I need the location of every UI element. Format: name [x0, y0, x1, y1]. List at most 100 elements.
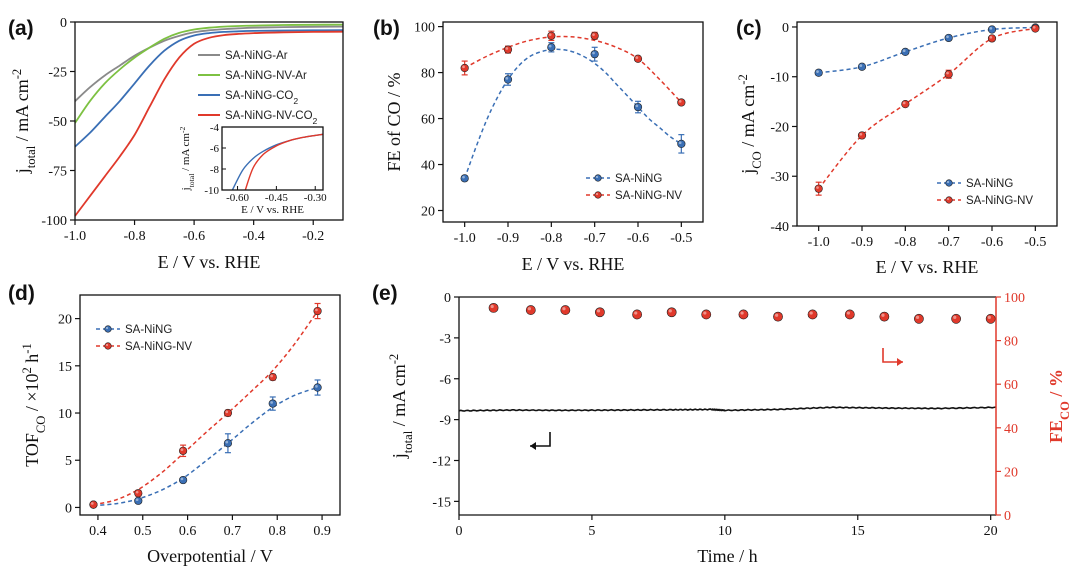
c-y-axis-title-part: CO	[750, 151, 764, 169]
fe-point-highlight	[809, 311, 813, 315]
left-axis-arrow-icon	[530, 432, 551, 447]
panel-b-label: (b)	[373, 17, 400, 40]
d-x-axis-title: Overpotential / V	[147, 546, 273, 566]
data-point-c-highlight	[902, 49, 906, 53]
fe-point-highlight	[596, 309, 601, 313]
fe-point	[594, 307, 605, 318]
e-y-tick-label: -3	[439, 332, 451, 347]
data-point-d	[134, 496, 143, 505]
d-y-axis-title-part: -1	[20, 343, 34, 354]
b-y-tick-label: 100	[414, 21, 435, 36]
data-point-d-highlight	[225, 440, 229, 444]
c-x-tick-label: -0.7	[938, 235, 960, 250]
fe-point-highlight	[490, 304, 494, 309]
a-y-tick-label: -50	[48, 115, 67, 130]
fe-point-highlight	[987, 315, 991, 320]
legend-label-a: SA-NiNG-Ar	[225, 50, 288, 62]
data-point-d-highlight	[270, 374, 273, 378]
a-y-axis-title: jtotal / mA cm-2	[10, 69, 38, 174]
data-point-c-highlight	[1032, 25, 1036, 29]
plot-frame-c	[796, 21, 1058, 227]
panel-d-label: (d)	[8, 282, 35, 305]
d-y-tick-label: 5	[65, 454, 72, 469]
data-point-b	[633, 102, 643, 112]
inset-y-tick-label: -10	[204, 185, 219, 197]
legend-label-c: SA-NiNG-NV	[966, 195, 1033, 207]
series-line-a-3	[74, 30, 344, 217]
current-trace	[458, 406, 997, 412]
fe-point	[701, 309, 712, 320]
data-point-b-highlight	[678, 141, 682, 145]
inset-y-axis-title-part: j	[180, 187, 192, 191]
fe-point	[488, 302, 499, 313]
fe-point-highlight	[527, 307, 532, 311]
e-y-tick-label: -15	[432, 495, 451, 510]
legend-marker-c-highlight	[946, 180, 950, 184]
b-x-tick-label: -0.5	[670, 231, 692, 246]
e-y2-tick-label: 60	[1004, 378, 1018, 393]
a-y-tick-label: -25	[48, 66, 67, 81]
c-y-tick-label: 0	[782, 21, 789, 36]
data-point-b	[633, 54, 643, 63]
legend-label-a-main: SA-NiNG-Ar	[225, 50, 288, 62]
inset-y-axis-title-part: total	[187, 174, 196, 188]
data-point-d-highlight	[270, 401, 273, 404]
b-y-tick-label: 20	[421, 205, 435, 220]
data-point-b	[460, 174, 469, 183]
c-y-tick-label: -30	[770, 170, 789, 185]
legend-label-c: SA-NiNG	[966, 178, 1013, 190]
fit-line-d-1	[93, 310, 319, 506]
data-point-d	[313, 383, 322, 392]
legend-marker-b-highlight	[595, 175, 599, 179]
e-y2-tick-label: 80	[1004, 335, 1018, 350]
fe-point	[844, 309, 855, 320]
panel-a-label: (a)	[8, 17, 34, 40]
a-y-axis-title-part: j	[12, 168, 32, 174]
d-x-tick-label: 0.7	[224, 524, 242, 539]
data-point-c	[944, 33, 953, 43]
data-point-b-highlight	[462, 175, 465, 179]
data-point-b-highlight	[505, 77, 509, 80]
legend-label-a: SA-NiNG-NV-CO2	[225, 110, 318, 126]
series-line-a-1	[74, 23, 344, 124]
legend-marker-d-highlight	[105, 326, 109, 330]
e-y-axis-title-part: / mA cm	[389, 364, 409, 431]
a-y-tick-label: -75	[48, 165, 67, 180]
data-point-c	[987, 34, 997, 43]
e-y2-tick-label: 0	[1004, 509, 1011, 524]
inset-frame	[221, 126, 324, 191]
a-x-tick-label: -0.8	[123, 229, 145, 244]
plot-frame-b	[442, 21, 704, 223]
c-y-axis-title: jCO / mA cm-2	[736, 74, 764, 175]
fe-point-highlight	[562, 307, 566, 311]
fe-point-highlight	[775, 313, 779, 317]
data-point-b	[677, 98, 686, 107]
a-y-axis-title-part: -2	[10, 69, 24, 80]
fit-line-b-1	[464, 35, 682, 104]
data-point-d	[313, 306, 322, 316]
d-y-tick-label: 0	[65, 501, 72, 516]
left-axis-arrowhead-icon	[530, 442, 536, 450]
c-y-axis-title-part: / mA cm	[738, 85, 758, 152]
right-axis-arrowhead-icon	[897, 358, 903, 366]
e-x-axis-title: Time / h	[697, 546, 757, 566]
e-y2-axis-title: FECO / %	[1046, 369, 1072, 443]
legend-label-a-main: SA-NiNG-CO	[225, 90, 293, 102]
data-point-b	[590, 50, 599, 59]
a-x-tick-label: -1.0	[64, 229, 86, 244]
data-point-d-highlight	[135, 498, 139, 502]
inset-y-axis-title: jtotal / mA cm-2	[178, 126, 196, 191]
fe-point-highlight	[953, 315, 957, 320]
legend-marker-c	[945, 196, 953, 204]
d-y-axis-title-part: CO	[34, 416, 48, 434]
a-x-tick-label: -0.4	[243, 229, 265, 244]
fe-point-highlight	[703, 311, 707, 315]
c-y-tick-label: -40	[770, 220, 789, 235]
e-x-tick-label: 20	[984, 524, 998, 539]
legend-label-b: SA-NiNG	[615, 173, 662, 185]
data-point-c-highlight	[989, 35, 993, 39]
panel-e-label: (e)	[372, 282, 398, 305]
d-x-tick-label: 0.9	[313, 524, 331, 539]
c-x-tick-label: -1.0	[808, 235, 830, 250]
d-y-axis-title-part: 2	[20, 367, 34, 373]
